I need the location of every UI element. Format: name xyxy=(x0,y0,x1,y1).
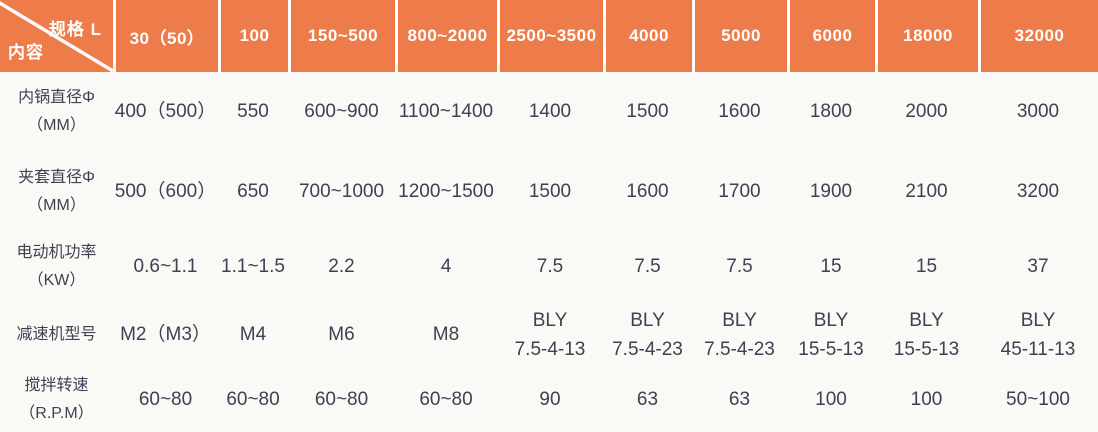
value-cell: 1100~1400 xyxy=(398,101,494,123)
row-label: 搅拌转速 （R.P.M） xyxy=(0,368,113,432)
value-cell: 500（600） xyxy=(114,181,217,203)
value-cell: 63 xyxy=(728,389,751,411)
value-cell: 400（500） xyxy=(114,101,217,123)
row-label-line1: 内锅直径Φ xyxy=(18,89,95,106)
value-cell: 0.6~1.1 xyxy=(133,256,198,278)
column-header: 30（50） xyxy=(113,0,218,72)
corner-label-content: 内容 xyxy=(8,43,44,62)
value-cell: 60~80 xyxy=(314,389,369,411)
value-cell: 100 xyxy=(910,389,943,411)
row-label: 减速机型号 xyxy=(0,302,113,368)
value-cell: 15 xyxy=(915,256,938,278)
value-cell: M8 xyxy=(432,324,460,346)
value-cell: 7.5 xyxy=(536,256,564,278)
column-header: 18000 xyxy=(875,0,978,72)
value-cell: BLY 7.5-4-23 xyxy=(612,309,683,360)
value-cell: M4 xyxy=(239,324,267,346)
value-cell: 63 xyxy=(636,389,659,411)
value-cell: 50~100 xyxy=(1006,389,1070,411)
value-cell: 1700 xyxy=(718,181,761,203)
value-cell: M2（M3） xyxy=(120,324,211,346)
value-cell: 700~1000 xyxy=(298,181,385,203)
column-header: 2500~3500 xyxy=(497,0,603,72)
row-label: 内锅直径Φ （MM） xyxy=(0,72,113,152)
row-label-line1: 搅拌转速 xyxy=(24,377,89,394)
column-header: 4000 xyxy=(603,0,692,72)
value-cell: 1500 xyxy=(626,101,669,123)
corner-label-spec: 规格 L xyxy=(48,20,102,39)
row-label-line2: （MM） xyxy=(27,117,86,134)
value-cell: 100 xyxy=(815,389,847,411)
value-cell: 650 xyxy=(237,181,269,203)
value-cell: 550 xyxy=(237,101,269,123)
value-cell: 1200~1500 xyxy=(398,181,494,203)
column-header: 150~500 xyxy=(288,0,395,72)
value-cell: 37 xyxy=(1027,256,1049,278)
value-cell: 60~80 xyxy=(226,389,280,411)
row-label-line2: （KW） xyxy=(27,272,86,289)
value-cell: 1600 xyxy=(626,181,669,203)
row-label: 夹套直径Φ （MM） xyxy=(0,152,113,232)
row-label-line1: 夹套直径Φ xyxy=(18,169,95,186)
value-cell: 4 xyxy=(440,256,452,278)
value-cell: BLY 7.5-4-13 xyxy=(514,309,586,360)
column-header: 5000 xyxy=(692,0,787,72)
value-cell: 1800 xyxy=(809,101,853,123)
value-cell: 600~900 xyxy=(304,101,379,123)
row-label: 电动机功率 （KW） xyxy=(0,232,113,302)
value-cell: 60~80 xyxy=(138,389,193,411)
column-header: 6000 xyxy=(787,0,875,72)
value-cell: M6 xyxy=(328,324,355,346)
value-cell: 1500 xyxy=(528,181,572,203)
value-cell: 2000 xyxy=(905,101,948,123)
value-cell: 1600 xyxy=(718,101,761,123)
row-label-line2: （R.P.M） xyxy=(19,405,94,422)
diagonal-divider-line xyxy=(0,1,113,72)
value-cell: 2.2 xyxy=(328,256,355,278)
value-cell: 60~80 xyxy=(419,389,473,411)
value-cell: BLY 15-5-13 xyxy=(893,309,960,360)
value-cell: 7.5 xyxy=(634,256,661,278)
value-cell: BLY 7.5-4-23 xyxy=(704,309,775,360)
value-cell: 15 xyxy=(820,256,842,278)
value-cell: 3200 xyxy=(1016,181,1060,203)
value-cell: 90 xyxy=(539,389,561,411)
value-cell: 1400 xyxy=(528,101,572,123)
value-cell: 7.5 xyxy=(726,256,753,278)
value-cell: BLY 15-5-13 xyxy=(798,309,864,360)
value-cell: 1900 xyxy=(809,181,853,203)
corner-cell: 规格 L 内容 xyxy=(0,0,113,72)
value-cell: 1.1~1.5 xyxy=(221,256,285,278)
value-cell: 2100 xyxy=(905,181,948,203)
row-label-line2: （MM） xyxy=(27,197,86,214)
value-cell: BLY 45-11-13 xyxy=(1000,309,1076,360)
column-header: 100 xyxy=(218,0,288,72)
column-header: 800~2000 xyxy=(395,0,497,72)
row-label-line1: 减速机型号 xyxy=(16,326,97,343)
value-cell: 3000 xyxy=(1016,101,1060,123)
column-header: 32000 xyxy=(978,0,1098,72)
row-label-line1: 电动机功率 xyxy=(16,244,97,261)
